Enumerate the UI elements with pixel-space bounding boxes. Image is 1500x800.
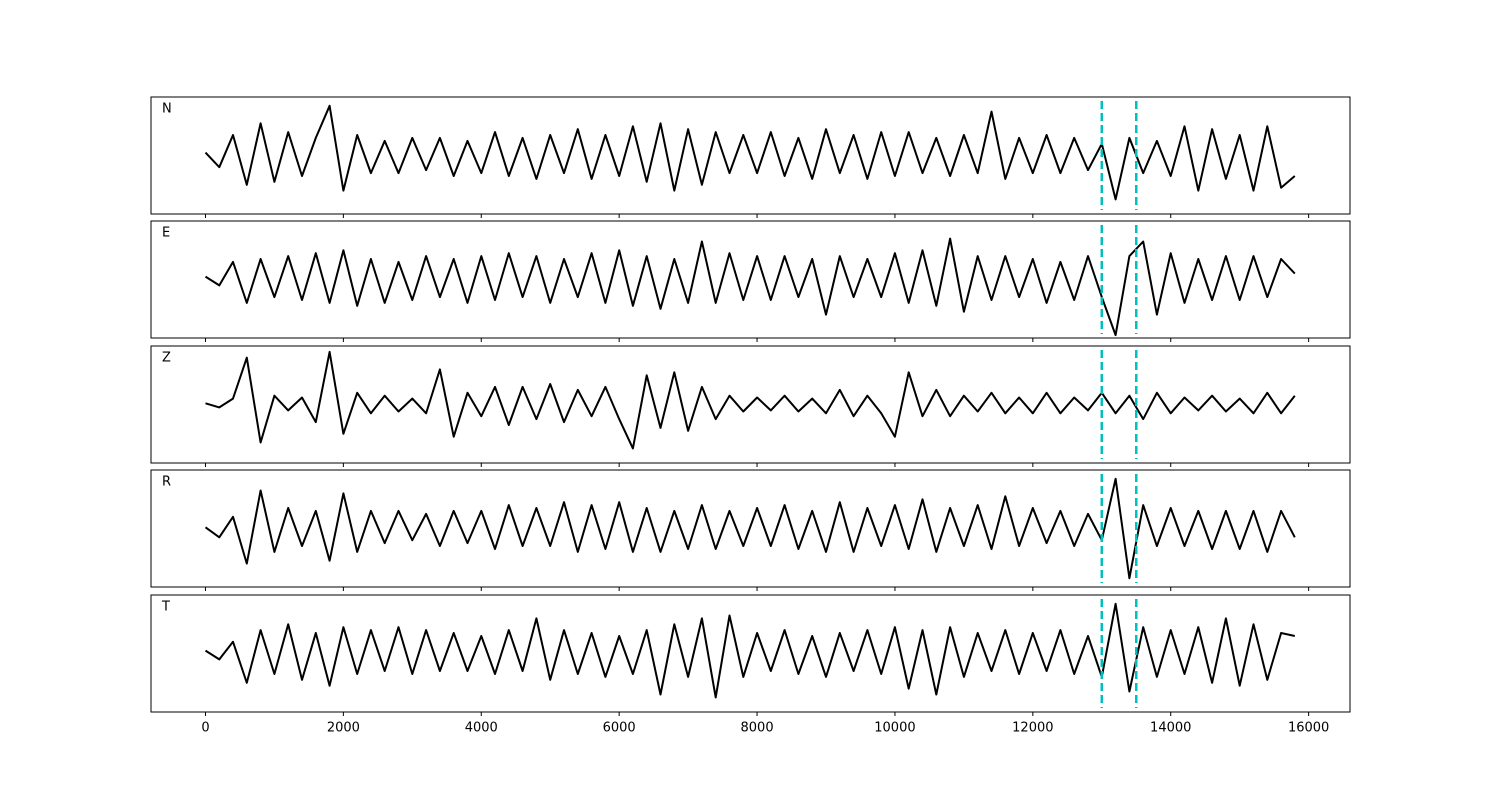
panel-label: N: [162, 102, 172, 117]
panel-frame: [150, 345, 1351, 464]
trace: [205, 350, 1296, 450]
x-tick-label: 6000: [603, 721, 636, 736]
panel-frame: [150, 220, 1351, 339]
panel-frame: [150, 96, 1351, 215]
trace: [204, 477, 1296, 580]
trace: [204, 602, 1296, 699]
panel-label: E: [162, 226, 170, 241]
x-tick-label: 14000: [1150, 721, 1191, 736]
panel-frame: [150, 594, 1351, 713]
trace: [204, 237, 1296, 337]
x-tick-label: 12000: [1012, 721, 1053, 736]
panel-label: Z: [162, 351, 171, 366]
panel-label: R: [162, 475, 171, 490]
x-tick-label: 16000: [1288, 721, 1329, 736]
trace: [204, 104, 1296, 201]
x-tick-label: 10000: [874, 721, 915, 736]
panel-frame: [150, 469, 1351, 588]
x-tick-label: 8000: [741, 721, 774, 736]
panel-label: T: [161, 600, 170, 615]
x-tick-label: 0: [201, 721, 209, 736]
x-tick-label: 4000: [465, 721, 498, 736]
x-tick-label: 2000: [327, 721, 360, 736]
